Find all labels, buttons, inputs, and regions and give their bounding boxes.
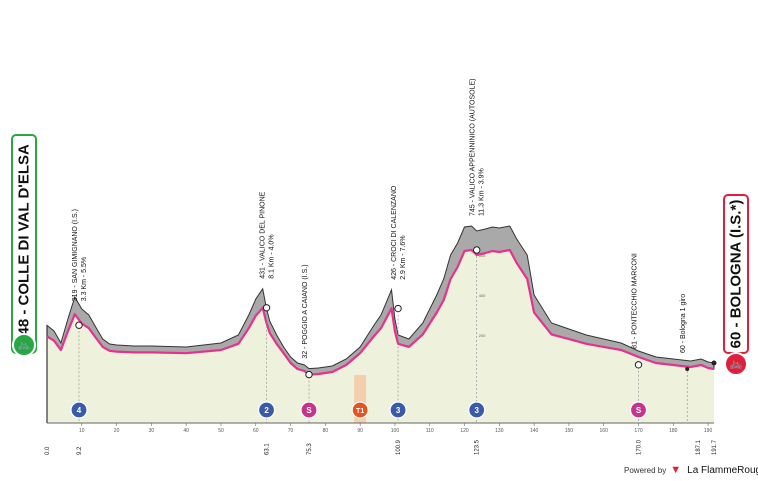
marker-label: 4 — [77, 406, 82, 415]
poi-dot — [634, 361, 643, 369]
poi-name: 426 - CROCI DI CALENZANO — [391, 185, 398, 280]
km-label: 100.9 — [396, 439, 402, 455]
x-tick-label: 40 — [183, 428, 189, 434]
baseline-band — [47, 375, 714, 423]
poi-dot — [685, 367, 690, 371]
route-line — [46, 248, 715, 376]
poi-dot — [473, 246, 481, 254]
x-tick-label: 170 — [634, 428, 643, 434]
poi-name: 431 - VALICO DEL PINONE — [260, 191, 267, 278]
km-label: 0.0 — [45, 446, 51, 455]
gpm-marker — [257, 401, 276, 419]
x-tick-label: 120 — [460, 428, 469, 434]
base-profile-area — [47, 250, 714, 375]
poi-detail: 8.1 Km - 4.0% — [269, 234, 276, 278]
km-label: 75.3 — [307, 443, 313, 455]
start-label: 248 - COLLE DI VAL D'ELSA — [15, 144, 33, 344]
poi-dot — [262, 304, 271, 312]
poi-name: 32 - POGGIO A CAIANO (I.S.) — [302, 264, 309, 358]
y-tick-label: 400 — [479, 293, 486, 298]
x-tick-label: 10 — [79, 428, 85, 434]
bike-icon: 🚲 — [724, 352, 748, 376]
footer: Powered by▼ La FlammeRouge — [624, 464, 758, 476]
brand-name: La FlammeRouge — [687, 465, 758, 476]
x-tick-label: 110 — [426, 428, 434, 434]
bike-icon: 🚲 — [12, 333, 36, 357]
poi-detail: 11.3 Km - 3.9% — [479, 168, 486, 216]
gpm-marker — [70, 401, 88, 419]
x-tick-label: 80 — [323, 428, 329, 434]
flamme-rouge-logo-icon: ▼ — [670, 464, 682, 476]
km-label: 191.7 — [712, 439, 718, 455]
marker-label: 3 — [474, 406, 479, 415]
km-label: 63.1 — [265, 443, 271, 455]
x-tick-label: 70 — [288, 428, 294, 434]
marker-label: 3 — [396, 406, 401, 415]
t1-marker-label: T1 — [356, 408, 364, 415]
marker-label: 2 — [264, 406, 269, 415]
x-tick-label: 20 — [114, 428, 120, 434]
km-label: 187.1 — [696, 439, 702, 455]
x-tick-label: 60 — [253, 428, 259, 434]
poi-name: 60 - Bologna 1 giro — [680, 294, 687, 353]
km-label: 123.5 — [475, 439, 481, 455]
poi-name: 81 - PONTECCHIO MARCONI — [631, 253, 638, 349]
sprint-marker — [300, 401, 318, 419]
poi-dot — [75, 321, 83, 329]
gpm-marker — [389, 401, 407, 419]
x-tick-label: 30 — [149, 428, 155, 434]
x-tick-label: 190 — [704, 428, 713, 434]
y-tick-label: 200 — [479, 333, 486, 338]
x-tick-label: 140 — [530, 428, 539, 434]
x-tick-label: 50 — [218, 428, 224, 434]
y-tick-label: 600 — [479, 253, 486, 258]
powered-by-text: Powered by — [624, 466, 667, 475]
x-tick-label: 100 — [391, 428, 400, 434]
poi-dot — [305, 370, 313, 379]
x-tick-label: 160 — [600, 428, 609, 434]
km-label: 9.2 — [77, 446, 83, 455]
km-label: 170.0 — [636, 439, 642, 455]
poi-detail: 2.9 Km - 7.6% — [400, 235, 407, 279]
finish-label-box: 60 - BOLOGNA (I.S.*) — [723, 194, 749, 354]
sprint-marker — [629, 401, 648, 419]
x-tick-label: 180 — [669, 428, 678, 434]
gpm-marker — [468, 401, 486, 419]
finish-dot — [711, 360, 717, 366]
poi-name: 319 - SAN GIMIGNANO (I.S.) — [72, 209, 79, 301]
marker-label: S — [306, 406, 312, 415]
x-tick-label: 130 — [495, 428, 504, 434]
plot-area: 200 400 600 10 20 30 40 50 60 70 80 90 100 110 120 130 1… — [45, 79, 718, 455]
start-label-box: 248 - COLLE DI VAL D'ELSA — [11, 134, 37, 354]
t1-marker — [351, 401, 369, 419]
poi-dot — [394, 304, 402, 313]
x-tick-label: 150 — [565, 428, 574, 434]
poi-name: 745 - VALICO APPENNINICO (AUTOSOLE) — [470, 79, 477, 216]
poi-detail: 3.3 Km - 5.5% — [81, 257, 88, 301]
finish-label: 60 - BOLOGNA (I.S.*) — [727, 199, 745, 349]
x-tick-label: 90 — [357, 428, 363, 434]
marker-label: S — [636, 406, 642, 415]
